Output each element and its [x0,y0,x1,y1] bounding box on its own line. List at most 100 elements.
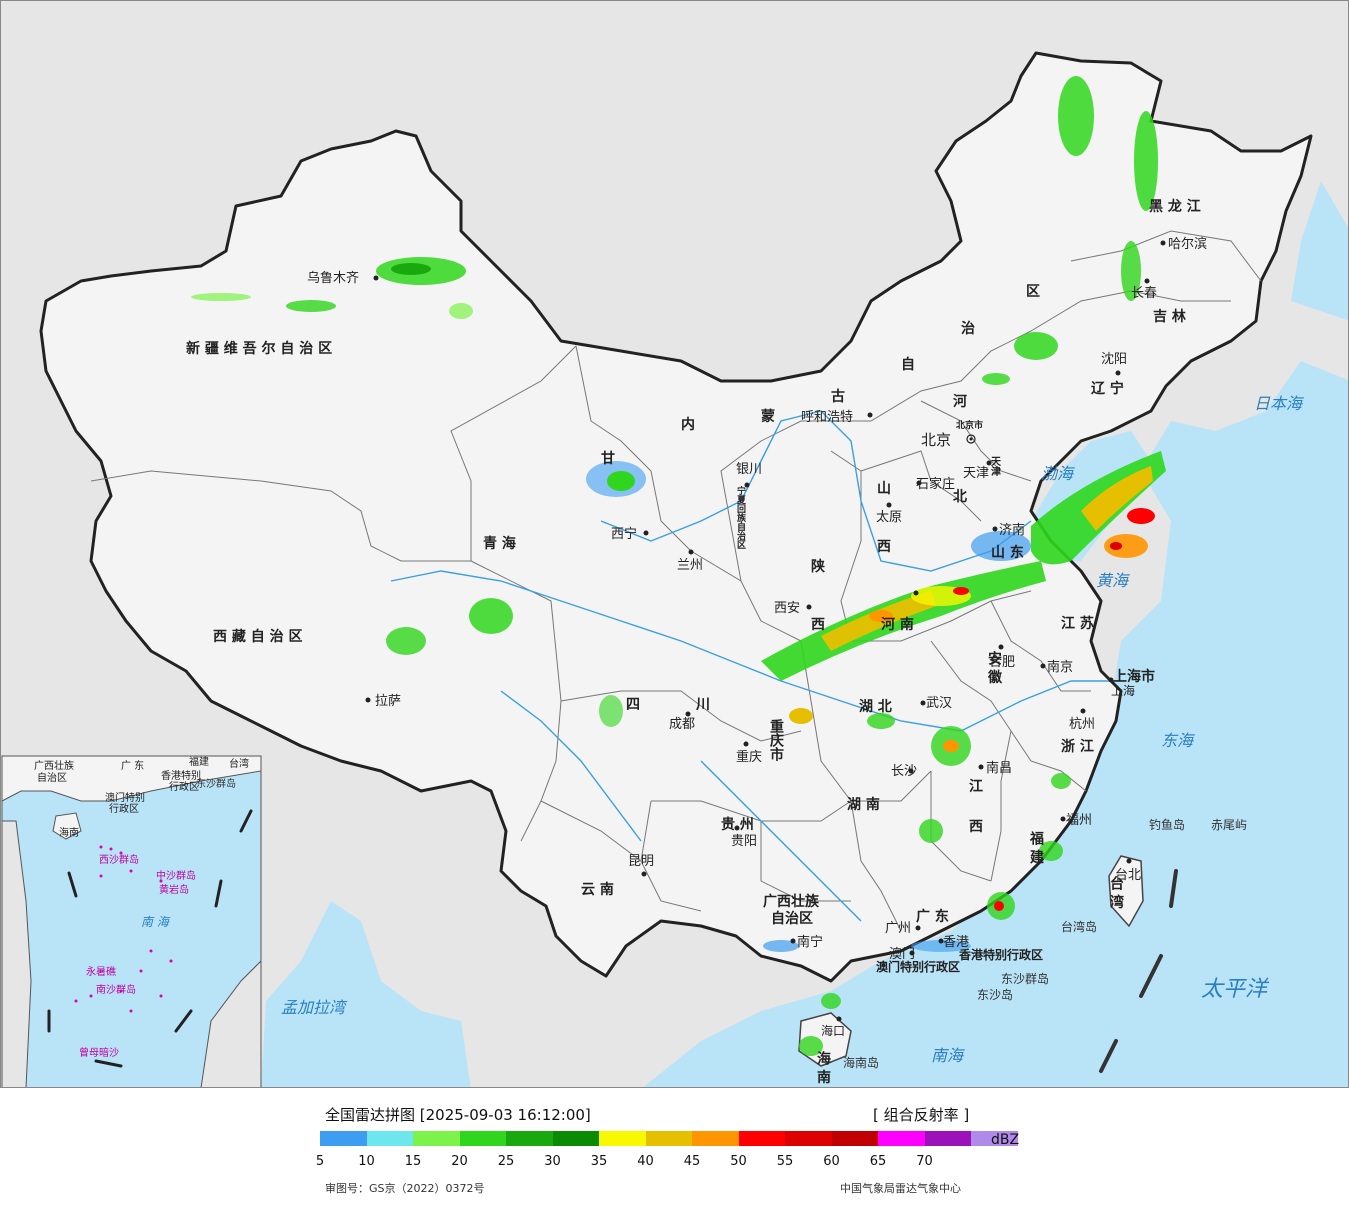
scale-tick-label: 60 [823,1154,840,1169]
sea-label-yellow-sea: 黄海 [1096,571,1130,590]
province-neimenggu-5: 治 [961,320,975,337]
scale-swatch [459,1131,506,1146]
scale-swatch [924,1131,971,1146]
city-taiyuan: 太原 [876,510,902,525]
scale-swatch [645,1131,692,1146]
maritime-dashes [1099,869,1178,1073]
review-number: 审图号：GS京（2022）0372号 [325,1182,485,1195]
province-shanghai: 上海市 [1113,668,1155,685]
scale-swatch [971,1131,1018,1146]
city-chongqing: 重庆 [736,749,762,765]
city-urumqi: 乌鲁木齐 [307,270,359,286]
province-xizang: 西 藏 自 治 区 [213,628,303,645]
city-taipei: 台北 [1115,868,1141,883]
scale-tick-label: 30 [544,1154,561,1169]
city-nanchang: 南昌 [986,760,1012,776]
province-zhejiang: 浙 江 [1061,738,1094,755]
city-harbin: 哈尔滨 [1168,236,1207,252]
province-hubei: 湖 北 [859,699,892,715]
source-label: 中国气象局雷达气象中心 [840,1182,961,1195]
sea-label-pacific: 太平洋 [1201,977,1270,1002]
scale-swatch [599,1131,646,1146]
island-dongsha-dao: 东沙岛 [977,987,1013,1002]
city-lhasa: 拉萨 [375,694,401,709]
inset-nansha: 南沙群岛 [96,983,136,996]
province-shanxi-2: 西 [877,539,891,555]
province-neimenggu-2: 蒙 [761,408,775,425]
island-hainan: 海南岛 [843,1055,879,1070]
province-anhui: 安 徽 [986,650,1003,685]
city-nanning: 南宁 [797,934,823,950]
inset-guangxi2: 自治区 [37,771,67,784]
province-hunan: 湖 南 [847,796,880,813]
province-neimenggu-3: 古 [831,388,845,405]
scale-swatch [506,1131,553,1146]
city-hangzhou: 杭州 [1069,717,1095,732]
scale-tick-label: 20 [451,1154,468,1169]
scale-swatch [692,1131,739,1146]
scale-swatch [878,1131,925,1146]
radar-echoes [191,76,1166,1056]
province-ningxia: 宁夏回族自治区 [735,485,747,549]
city-xining: 西宁 [611,526,637,542]
scale-tick-label: 35 [590,1154,608,1169]
city-yinchuan: 银川 [736,462,762,477]
scale-tick-label: 15 [404,1154,422,1169]
scale-swatch [738,1131,785,1146]
city-shenyang: 沈阳 [1101,352,1127,367]
radar-map: 日本海 渤海 黄海 东海 太平洋 南海 孟加拉湾 新 疆 维 吾 尔 自 治 区… [0,0,1349,1088]
province-tianjin: 天津 [989,456,1001,477]
scale-tick-label: 70 [916,1154,933,1169]
scale-tick-label: 40 [637,1154,654,1169]
sea-label-japan-sea: 日本海 [1254,394,1304,413]
island-diaoyu: 钓鱼岛 [1149,817,1185,832]
province-guangdong: 广 东 [916,908,949,925]
scale-tick-label: 5 [315,1154,325,1169]
province-beijing: 北京市 [956,419,983,431]
province-liaoning: 辽 宁 [1091,380,1124,397]
scale-tick-label: 45 [683,1154,701,1169]
city-changchun: 长春 [1131,286,1157,301]
province-neimenggu-6: 区 [1026,284,1040,300]
city-fuzhou: 福州 [1066,813,1092,828]
inset-hk: 香港特别 [161,770,201,782]
sea-label-south-sea: 南海 [931,1046,965,1065]
city-hongkong: 香港 [943,935,969,950]
city-guangzhou: 广州 [885,921,911,936]
inset-xisha: 西沙群岛 [99,853,139,866]
scale-swatch [831,1131,878,1146]
south-china-sea-inset [1,755,262,1087]
city-hohhot: 呼和浩特 [801,410,853,425]
city-lanzhou: 兰州 [677,558,703,573]
china-landmass [39,51,1313,983]
scale-swatch [366,1131,413,1146]
city-wuhan: 武汉 [926,696,952,711]
province-boundaries [90,230,1262,932]
province-jiangsu: 江 苏 [1061,615,1094,632]
province-jilin: 吉 林 [1153,308,1186,325]
inset-dongsha: 东沙群岛 [196,777,236,790]
province-taiwan: 台 湾 [1108,875,1124,910]
legend-title: 全国雷达拼图 [2025-09-03 16:12:00] [325,1106,591,1124]
inset-huangyan: 黄岩岛 [159,883,189,896]
inset-zhongsha: 中沙群岛 [156,869,196,882]
scale-tick-label: 65 [869,1154,887,1169]
province-heilongjiang: 黑 龙 江 [1149,198,1201,215]
inset-taiwan: 台湾 [229,757,249,770]
province-guangxi-2: 自治区 [771,910,813,927]
province-sichuan-2: 川 [695,697,710,713]
city-kunming: 昆明 [628,854,654,869]
island-chiwei: 赤尾屿 [1211,818,1247,832]
inset-hk2: 行政区 [169,780,199,793]
city-beijing: 北京 [921,431,951,449]
province-shandong: 山 东 [991,544,1024,561]
scale-swatch [413,1131,460,1146]
inset-guangxi: 广西壮族 [34,759,74,772]
province-neimenggu-1: 内 [681,416,695,433]
province-guangxi-1: 广西壮族 [763,893,820,910]
scale-tick-label: 50 [730,1154,747,1169]
city-macau: 澳门 [889,946,915,962]
province-henan: 河 南 [881,616,914,633]
sea-label-bengal: 孟加拉湾 [281,998,348,1017]
